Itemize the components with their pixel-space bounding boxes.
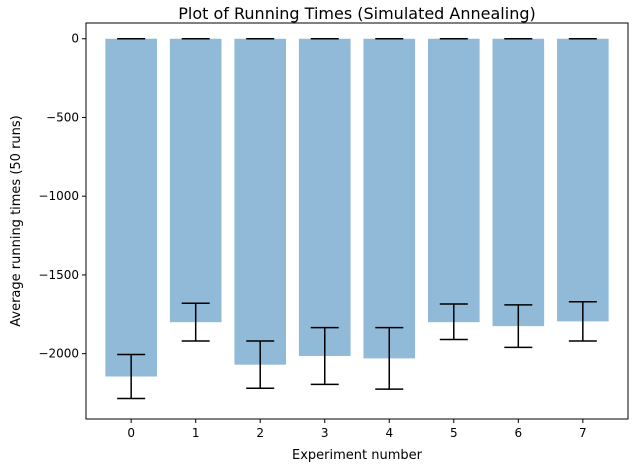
x-axis-label: Experiment number	[292, 448, 423, 463]
bar-5	[427, 38, 480, 323]
x-tick-label-5: 5	[450, 426, 458, 440]
y-ticks: 0 −500 −1000 −1500 −2000	[38, 32, 86, 361]
bar-7	[557, 38, 609, 322]
y-tick-label-1: −500	[46, 110, 79, 124]
y-axis-label: Average running times (50 runs)	[9, 115, 24, 327]
x-tick-label-6: 6	[514, 426, 522, 440]
plot-area-frame	[85, 22, 629, 420]
x-ticks: 0 1 2 3 4 5 6 7	[127, 419, 587, 440]
bar-3	[298, 38, 351, 357]
y-tick-label-2: −1000	[38, 189, 79, 203]
bar-4	[363, 38, 416, 359]
y-tick-label-3: −1500	[38, 268, 79, 282]
y-tick-label-0: 0	[71, 32, 79, 46]
bar-6	[492, 38, 545, 327]
chart-title: Plot of Running Times (Simulated Anneali…	[178, 4, 535, 23]
y-tick-label-4: −2000	[38, 347, 79, 361]
x-tick-label-4: 4	[385, 426, 393, 440]
x-tick-label-0: 0	[127, 426, 135, 440]
bar-1	[169, 38, 222, 323]
x-tick-label-7: 7	[579, 426, 587, 440]
error-bars-layer	[117, 37, 597, 400]
bar-2	[234, 38, 287, 365]
x-tick-label-1: 1	[192, 426, 200, 440]
x-tick-label-2: 2	[256, 426, 264, 440]
bars-layer	[105, 38, 609, 377]
x-tick-label-3: 3	[321, 426, 329, 440]
bar-0	[105, 38, 157, 377]
